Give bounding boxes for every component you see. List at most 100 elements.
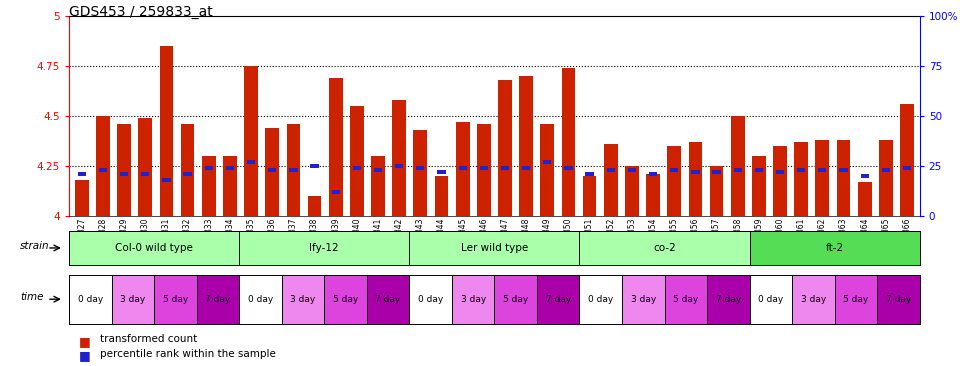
Text: 0 day: 0 day — [588, 295, 613, 304]
Text: 5 day: 5 day — [333, 295, 358, 304]
Bar — [501, 166, 509, 170]
Bar — [628, 168, 636, 172]
Bar — [307, 196, 322, 216]
Bar — [712, 170, 721, 174]
Bar — [117, 124, 131, 216]
Bar — [604, 144, 617, 216]
Bar — [99, 168, 108, 172]
Text: 3 day: 3 day — [120, 295, 146, 304]
Bar — [797, 168, 805, 172]
Bar — [646, 174, 660, 216]
Bar — [755, 168, 763, 172]
Bar — [733, 168, 742, 172]
Bar — [818, 168, 827, 172]
Bar — [564, 166, 572, 170]
Text: 7 day: 7 day — [545, 295, 571, 304]
Bar — [477, 124, 491, 216]
Bar — [731, 116, 745, 216]
Text: Col-0 wild type: Col-0 wild type — [115, 243, 193, 253]
Bar — [839, 168, 848, 172]
Bar — [480, 166, 488, 170]
Bar — [286, 124, 300, 216]
Bar — [372, 156, 385, 216]
Text: 0 day: 0 day — [78, 295, 103, 304]
Bar — [141, 172, 150, 176]
Bar — [776, 170, 784, 174]
Bar — [268, 168, 276, 172]
Bar — [459, 166, 467, 170]
Bar — [120, 172, 129, 176]
Text: 5 day: 5 day — [843, 295, 869, 304]
Bar — [836, 140, 851, 216]
Text: 3 day: 3 day — [801, 295, 826, 304]
Text: time: time — [20, 292, 43, 302]
Bar — [879, 140, 893, 216]
Text: 5 day: 5 day — [673, 295, 699, 304]
Bar — [396, 164, 403, 168]
Bar — [860, 173, 869, 178]
Bar — [688, 142, 703, 216]
Bar — [562, 68, 575, 216]
Bar — [456, 122, 469, 216]
Bar — [78, 172, 86, 176]
Bar — [414, 130, 427, 216]
Text: 3 day: 3 day — [290, 295, 316, 304]
Bar — [223, 156, 237, 216]
Bar — [519, 76, 533, 216]
Text: 7 day: 7 day — [205, 295, 230, 304]
Bar — [583, 176, 596, 216]
Bar — [794, 142, 808, 216]
Text: 7 day: 7 day — [715, 295, 741, 304]
Text: 7 day: 7 day — [375, 295, 400, 304]
Bar — [858, 182, 872, 216]
Bar — [667, 146, 682, 216]
Text: 5 day: 5 day — [503, 295, 528, 304]
Bar — [265, 128, 279, 216]
Bar — [226, 166, 234, 170]
Bar — [881, 168, 890, 172]
Bar — [691, 170, 700, 174]
Bar — [498, 80, 512, 216]
Bar — [310, 164, 319, 168]
Text: transformed count: transformed count — [100, 334, 197, 344]
Text: 5 day: 5 day — [163, 295, 188, 304]
Bar — [670, 168, 679, 172]
Bar — [289, 168, 298, 172]
Bar — [900, 104, 914, 216]
Text: percentile rank within the sample: percentile rank within the sample — [100, 349, 276, 359]
Bar — [607, 168, 615, 172]
Bar — [159, 46, 174, 216]
Bar — [522, 166, 530, 170]
Bar — [350, 106, 364, 216]
Bar — [75, 180, 88, 216]
Text: 3 day: 3 day — [461, 295, 486, 304]
Bar — [138, 118, 153, 216]
Bar — [162, 178, 171, 182]
Text: 0 day: 0 day — [248, 295, 274, 304]
Bar — [649, 172, 658, 176]
Bar — [902, 166, 911, 170]
Bar — [438, 170, 445, 174]
Text: ft-2: ft-2 — [826, 243, 844, 253]
Bar — [435, 176, 448, 216]
Bar — [96, 116, 109, 216]
Bar — [815, 140, 829, 216]
Bar — [180, 124, 195, 216]
Text: 0 day: 0 day — [758, 295, 783, 304]
Bar — [417, 166, 424, 170]
Bar — [329, 78, 343, 216]
Bar — [773, 146, 787, 216]
Text: ■: ■ — [79, 335, 90, 348]
Text: co-2: co-2 — [653, 243, 676, 253]
Text: strain: strain — [20, 241, 50, 251]
Text: lfy-12: lfy-12 — [309, 243, 339, 253]
Bar — [352, 166, 361, 170]
Text: 0 day: 0 day — [418, 295, 444, 304]
Bar — [183, 172, 192, 176]
Bar — [202, 156, 216, 216]
Bar — [709, 166, 724, 216]
Bar — [393, 100, 406, 216]
Bar — [331, 190, 340, 194]
Bar — [752, 156, 766, 216]
Bar — [543, 160, 551, 164]
